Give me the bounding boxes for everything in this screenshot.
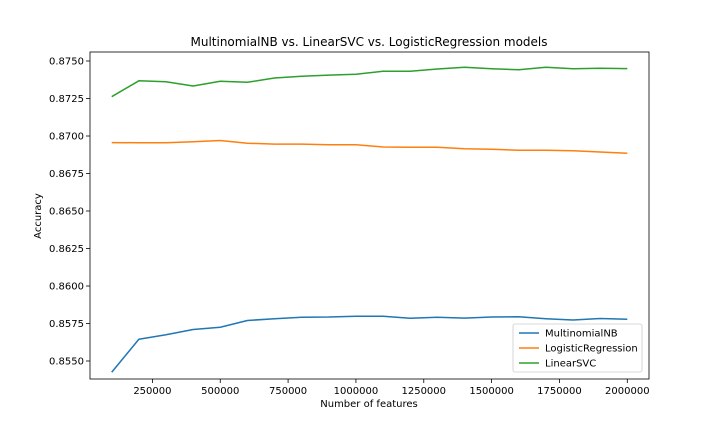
- series-line-multinomialnb: [111, 315, 628, 373]
- y-tick-label: 0.8650: [49, 207, 84, 218]
- legend: MultinomialNB LogisticRegression LinearSVC: [512, 323, 643, 373]
- y-tick-label: 0.8675: [49, 169, 84, 180]
- y-tick-label: 0.8725: [49, 94, 84, 105]
- y-axis: 0.8550 0.8575 0.8600 0.8625 0.8650 0.8675 0.87…: [49, 57, 90, 368]
- x-tick-label: 1750000: [537, 386, 582, 397]
- y-tick-label: 0.8625: [49, 244, 84, 255]
- x-axis-label: Number of features: [320, 399, 417, 410]
- x-tick-label: 2000000: [605, 386, 650, 397]
- legend-label: MultinomialNB: [545, 329, 618, 340]
- legend-label: LinearSVC: [545, 359, 596, 370]
- series-line-linearsvc: [111, 66, 628, 98]
- x-tick-label: 500000: [201, 386, 239, 397]
- x-tick-label: 1250000: [401, 386, 446, 397]
- x-tick-label: 1500000: [469, 386, 514, 397]
- y-tick-label: 0.8700: [49, 132, 84, 143]
- y-tick-label: 0.8575: [49, 319, 84, 330]
- y-axis-label: Accuracy: [33, 193, 44, 239]
- x-tick-label: 750000: [269, 386, 307, 397]
- y-tick-label: 0.8550: [49, 357, 84, 368]
- plot-frame: [89, 51, 650, 380]
- series-line-logisticregression: [111, 139, 628, 154]
- legend-box: [512, 323, 643, 373]
- series-layer: [111, 66, 628, 373]
- x-axis: 250000 500000 750000 1000000 1250000 1500000 1…: [133, 379, 650, 397]
- chart-title: MultinomialNB vs. LinearSVC vs. Logistic…: [190, 35, 547, 49]
- legend-label: LogisticRegression: [545, 344, 638, 355]
- y-tick-label: 0.8750: [49, 57, 84, 68]
- x-tick-label: 1000000: [334, 386, 379, 397]
- x-tick-label: 250000: [133, 386, 171, 397]
- y-tick-label: 0.8600: [49, 282, 84, 293]
